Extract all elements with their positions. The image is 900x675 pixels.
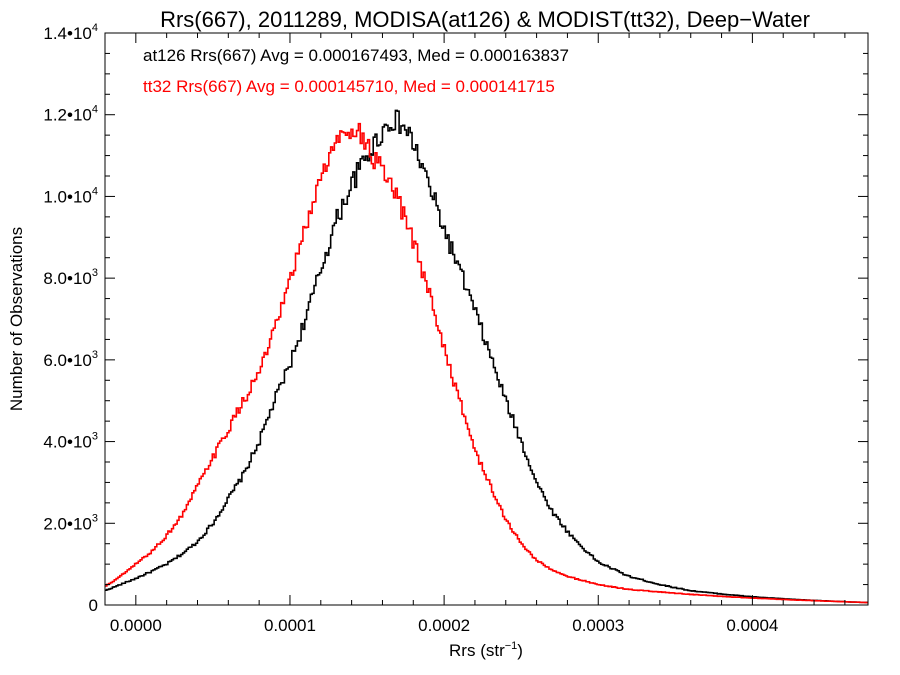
x-axis-label-close: ) bbox=[517, 641, 523, 660]
y-tick-label: 6.0•103 bbox=[43, 349, 98, 370]
y-tick-label: 8.0•103 bbox=[43, 267, 98, 288]
annotation-tt32: tt32 Rrs(667) Avg = 0.000145710, Med = 0… bbox=[143, 77, 555, 96]
plot-frame bbox=[104, 32, 869, 606]
x-axis-label-sup: −1 bbox=[505, 640, 518, 652]
x-axis-label: Rrs (str−1) bbox=[449, 640, 523, 660]
x-axis-label-main: Rrs (str bbox=[449, 641, 505, 660]
y-tick-label: 1.2•104 bbox=[43, 104, 98, 125]
x-tick-label: 0.0004 bbox=[726, 616, 778, 635]
chart-title: Rrs(667), 2011289, MODISA(at126) & MODIS… bbox=[160, 7, 810, 32]
x-tick-label: 0.0002 bbox=[418, 616, 470, 635]
x-tick-label: 0.0000 bbox=[110, 616, 162, 635]
y-tick-label: 2.0•103 bbox=[43, 512, 98, 533]
x-tick-label: 0.0003 bbox=[572, 616, 624, 635]
y-tick-label: 1.0•104 bbox=[43, 185, 98, 206]
y-axis-label: Number of Observations bbox=[7, 227, 26, 411]
x-tick-label: 0.0001 bbox=[264, 616, 316, 635]
annotation-at126: at126 Rrs(667) Avg = 0.000167493, Med = … bbox=[143, 46, 569, 65]
histogram-series-1 bbox=[105, 122, 868, 604]
axis-ticks: 0.0000 0.0001 0.0002 0.0003 0.0004 0 2.0•103 4.… bbox=[43, 22, 868, 635]
y-tick-label: 0 bbox=[89, 596, 98, 615]
y-tick-label: 4.0•103 bbox=[43, 431, 98, 452]
histogram-series-0 bbox=[105, 109, 868, 604]
y-tick-label: 1.4•104 bbox=[43, 22, 98, 43]
series-layer bbox=[105, 109, 868, 604]
